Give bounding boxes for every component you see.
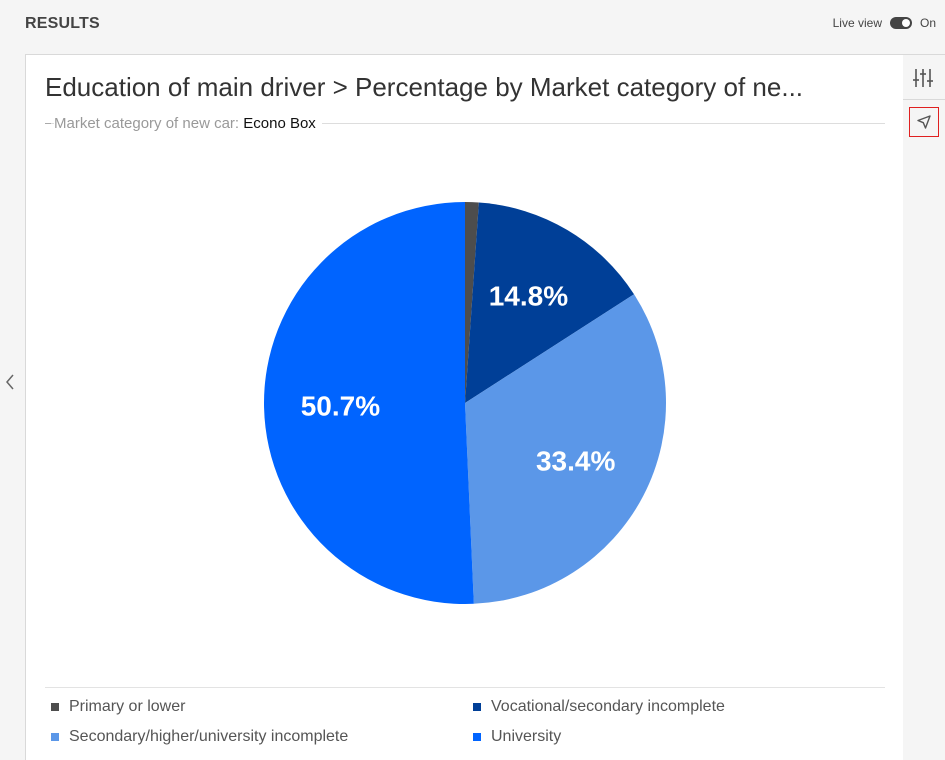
right-toolbar — [903, 54, 945, 760]
chart-subtitle: Market category of new car: Econo Box — [45, 114, 885, 132]
legend-item-0[interactable]: Primary or lower — [51, 698, 185, 716]
pie-slice-3[interactable] — [263, 202, 474, 605]
legend-item-2[interactable]: Secondary/higher/university incomplete — [51, 728, 348, 746]
subtitle-label: Market category of new car: — [54, 115, 240, 132]
legend-swatch — [51, 733, 59, 741]
legend-item-1[interactable]: Vocational/secondary incomplete — [473, 698, 725, 716]
legend-item-3[interactable]: University — [473, 728, 561, 746]
chevron-left-icon[interactable] — [4, 372, 16, 392]
chart-panel: Education of main driver > Percentage by… — [25, 54, 905, 760]
legend-label: University — [491, 728, 562, 745]
results-header: RESULTS Live view On — [0, 0, 945, 50]
pie-slice-0[interactable] — [465, 202, 479, 403]
pie-data-label-1: 14.8% — [489, 281, 568, 312]
live-view-state: On — [919, 16, 936, 30]
pie-data-label-3: 50.7% — [301, 391, 380, 422]
subtitle-value: Econo Box — [243, 115, 316, 132]
chart-title: Education of main driver > Percentage by… — [45, 72, 804, 102]
cursor-arrow-icon[interactable] — [909, 107, 939, 137]
pie-slice-2[interactable] — [465, 294, 666, 604]
legend-label: Primary or lower — [69, 698, 186, 715]
legend-swatch — [51, 703, 59, 711]
sliders-icon[interactable] — [908, 63, 938, 93]
subtitle-divider — [45, 123, 885, 124]
legend-swatch — [473, 733, 481, 741]
pie-slice-1[interactable] — [465, 202, 635, 403]
legend-label: Secondary/higher/university incomplete — [69, 728, 349, 745]
live-view-control: Live view On — [833, 16, 936, 30]
toolbar-divider — [903, 99, 945, 100]
toggle-knob — [901, 19, 910, 27]
legend-label: Vocational/secondary incomplete — [491, 698, 725, 715]
subtitle-lead-dash — [45, 123, 51, 124]
pie-chart: 14.8% 33.4% 50.7% — [263, 202, 666, 605]
live-view-toggle[interactable] — [889, 17, 912, 29]
pie-data-label-2: 33.4% — [536, 445, 615, 476]
legend-swatch — [473, 703, 481, 711]
results-title: RESULTS — [25, 15, 100, 32]
legend-divider — [45, 687, 885, 688]
live-view-label: Live view — [832, 16, 882, 30]
subtitle-text: Market category of new car: Econo Box — [54, 115, 322, 132]
